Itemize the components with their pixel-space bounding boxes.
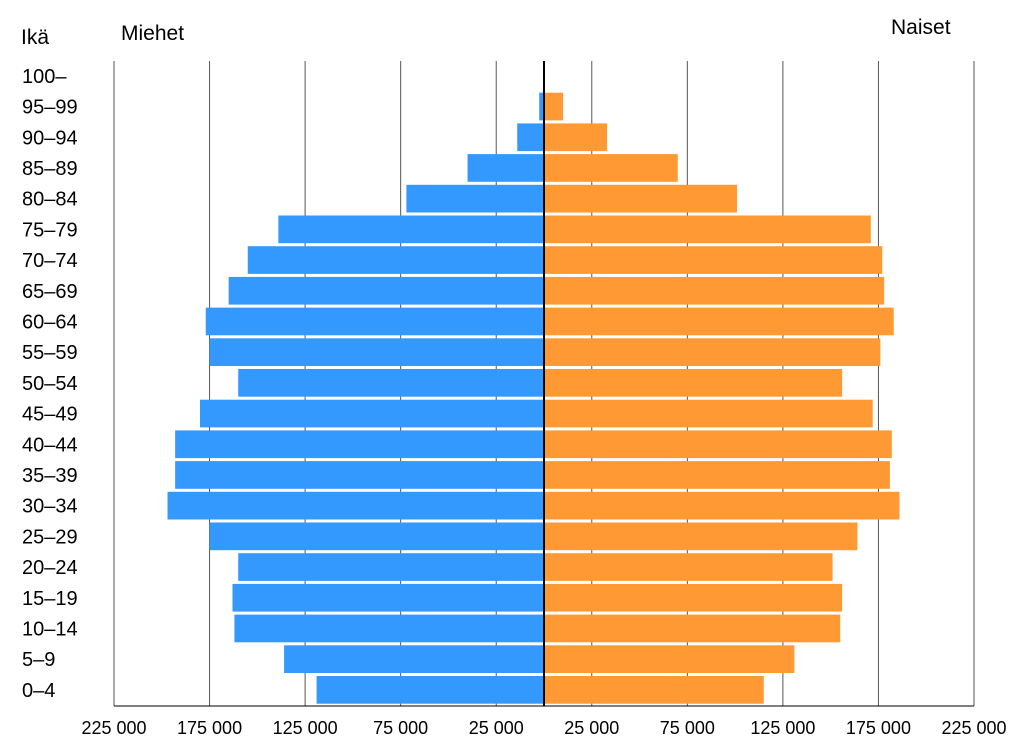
bar-women xyxy=(544,461,890,489)
bar-women xyxy=(544,369,843,397)
x-tick-label: 25 000 xyxy=(469,718,524,738)
x-tick-label: 225 000 xyxy=(941,718,1006,738)
bar-women xyxy=(544,154,678,182)
bar-women xyxy=(544,399,873,428)
bar-men xyxy=(232,583,544,612)
age-group-label: 40–44 xyxy=(22,434,78,456)
bar-men xyxy=(284,645,544,673)
age-group-label: 75–79 xyxy=(22,219,78,241)
bar-men xyxy=(228,276,544,305)
bar-women xyxy=(544,645,795,673)
bar-women xyxy=(544,583,843,612)
axes xyxy=(114,61,974,707)
bar-men xyxy=(238,553,544,581)
labels: Ikä Miehet Naiset 225 000 175 000 125 000 7… xyxy=(21,16,1007,738)
x-tick-label: 75 000 xyxy=(373,718,428,738)
bar-men xyxy=(175,430,544,459)
bar-women xyxy=(544,522,858,551)
bar-men xyxy=(200,399,544,428)
x-tick-label: 125 000 xyxy=(273,718,338,738)
age-group-label: 15–19 xyxy=(22,588,78,610)
bar-men xyxy=(539,92,544,121)
age-group-label: 100– xyxy=(22,66,67,88)
age-group-label: 50–54 xyxy=(22,373,78,395)
age-group-label: 10–14 xyxy=(22,618,78,640)
bar-men xyxy=(238,369,544,397)
age-group-label: 90–94 xyxy=(22,127,78,149)
y-axis-title: Ikä xyxy=(21,26,49,49)
bar-women xyxy=(544,553,833,581)
x-tick-label: 175 000 xyxy=(177,718,242,738)
age-group-label: 0–4 xyxy=(22,680,55,702)
age-group-label: 45–49 xyxy=(22,404,78,426)
age-group-label: 5–9 xyxy=(22,649,55,671)
left-group-label: Miehet xyxy=(121,22,184,45)
x-tick-label: 175 000 xyxy=(846,718,911,738)
bars xyxy=(167,62,900,704)
age-group-label: 60–64 xyxy=(22,311,78,333)
bar-men xyxy=(467,154,544,182)
bar-women xyxy=(544,491,900,520)
bar-women xyxy=(544,215,871,244)
age-group-label: 85–89 xyxy=(22,158,78,180)
x-tick-label: 75 000 xyxy=(660,718,715,738)
age-group-label: 70–74 xyxy=(22,250,78,272)
x-tick-label: 225 000 xyxy=(81,718,146,738)
age-group-label: 20–24 xyxy=(22,557,78,579)
age-group-label: 35–39 xyxy=(22,465,78,487)
bar-men xyxy=(209,338,545,366)
bar-women xyxy=(544,614,841,643)
bar-men xyxy=(205,307,544,336)
bar-men xyxy=(316,676,544,704)
age-group-label: 65–69 xyxy=(22,281,78,303)
bar-women xyxy=(544,676,764,704)
age-group-label: 30–34 xyxy=(22,496,78,518)
bar-women xyxy=(544,430,892,459)
x-tick-label: 125 000 xyxy=(750,718,815,738)
age-group-label: 95–99 xyxy=(22,97,78,119)
bar-men xyxy=(247,246,544,274)
right-group-label: Naiset xyxy=(891,16,951,39)
bar-women xyxy=(544,276,885,305)
bar-women xyxy=(544,307,894,336)
bar-men xyxy=(209,522,545,551)
bar-men xyxy=(278,215,544,244)
bar-men xyxy=(167,491,544,520)
bar-men xyxy=(406,184,544,213)
bar-men xyxy=(175,461,544,489)
age-group-label: 55–59 xyxy=(22,342,78,364)
bar-women xyxy=(544,92,564,121)
age-group-label: 80–84 xyxy=(22,189,78,211)
bar-men xyxy=(517,123,544,152)
bar-women xyxy=(544,123,608,152)
bar-men xyxy=(234,614,544,643)
bar-women xyxy=(544,246,883,274)
x-tick-label: 25 000 xyxy=(564,718,619,738)
age-group-label: 25–29 xyxy=(22,526,78,548)
bar-women xyxy=(544,338,881,366)
bar-women xyxy=(544,184,738,213)
